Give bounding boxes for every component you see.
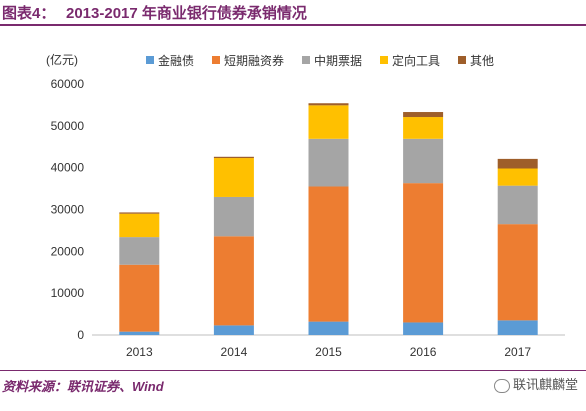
bar-segment [308, 103, 349, 106]
legend-swatch [458, 56, 466, 64]
bar-segment [119, 331, 160, 335]
bar-segment [497, 158, 538, 169]
footer-divider [0, 370, 586, 371]
legend-label: 短期融资券 [224, 53, 284, 68]
bar-segment [403, 322, 444, 335]
x-tick-label: 2015 [315, 345, 342, 359]
legend-swatch [380, 56, 388, 64]
y-unit-label: (亿元) [46, 52, 78, 67]
stacked-bar-chart: (亿元) 0 10000 20000 30000 40000 50000 60000 2013 2… [46, 52, 565, 359]
y-tick-label: 50000 [51, 119, 85, 133]
bar-segment [119, 264, 160, 332]
bar-segment [308, 321, 349, 335]
legend-label: 金融债 [158, 53, 194, 68]
legend-swatch [212, 56, 220, 64]
bar-segment [403, 138, 444, 184]
legend-swatch [146, 56, 154, 64]
y-tick-label: 30000 [51, 203, 85, 217]
bar-segment [213, 156, 254, 159]
x-tick-label: 2017 [504, 345, 531, 359]
chart-title: 2013-2017 年商业银行债券承销情况 [66, 5, 307, 22]
watermark-text: 联讯麒麟堂 [512, 377, 578, 392]
figure-label: 图表4： [2, 5, 56, 22]
source-note: 资料来源：联讯证券、Wind [2, 379, 164, 394]
bar-segment [213, 158, 254, 197]
bar-segment [308, 105, 349, 139]
bar-segment [119, 213, 160, 238]
bar-segment [497, 320, 538, 335]
y-tick-label: 0 [77, 328, 84, 342]
legend-label: 中期票据 [314, 53, 362, 68]
x-tick-label: 2014 [221, 345, 248, 359]
bar-segment [308, 138, 349, 187]
bar-segment [403, 112, 444, 118]
x-tick-label: 2013 [126, 345, 153, 359]
bar-segment [497, 224, 538, 321]
legend-label: 定向工具 [392, 53, 440, 68]
bar-segment [213, 325, 254, 335]
watermark: 联讯麒麟堂 [493, 374, 578, 393]
bar-segment [119, 212, 160, 214]
bar-segment [308, 186, 349, 322]
x-tick-label: 2016 [410, 345, 437, 359]
bar-segment [213, 196, 254, 237]
bar-segment [403, 183, 444, 323]
y-tick-label: 40000 [51, 161, 85, 175]
bar-segment [403, 117, 444, 139]
legend-label: 其他 [470, 54, 494, 68]
y-tick-label: 10000 [51, 286, 85, 300]
bar-segment [213, 236, 254, 326]
y-tick-label: 20000 [51, 244, 85, 258]
title-bar: 图表4： 2013-2017 年商业银行债券承销情况 [0, 0, 586, 26]
y-tick-label: 60000 [51, 77, 85, 91]
bar-segment [119, 237, 160, 265]
legend-swatch [302, 56, 310, 64]
wechat-icon [493, 378, 510, 393]
bar-segment [497, 168, 538, 186]
bar-segment [497, 185, 538, 225]
